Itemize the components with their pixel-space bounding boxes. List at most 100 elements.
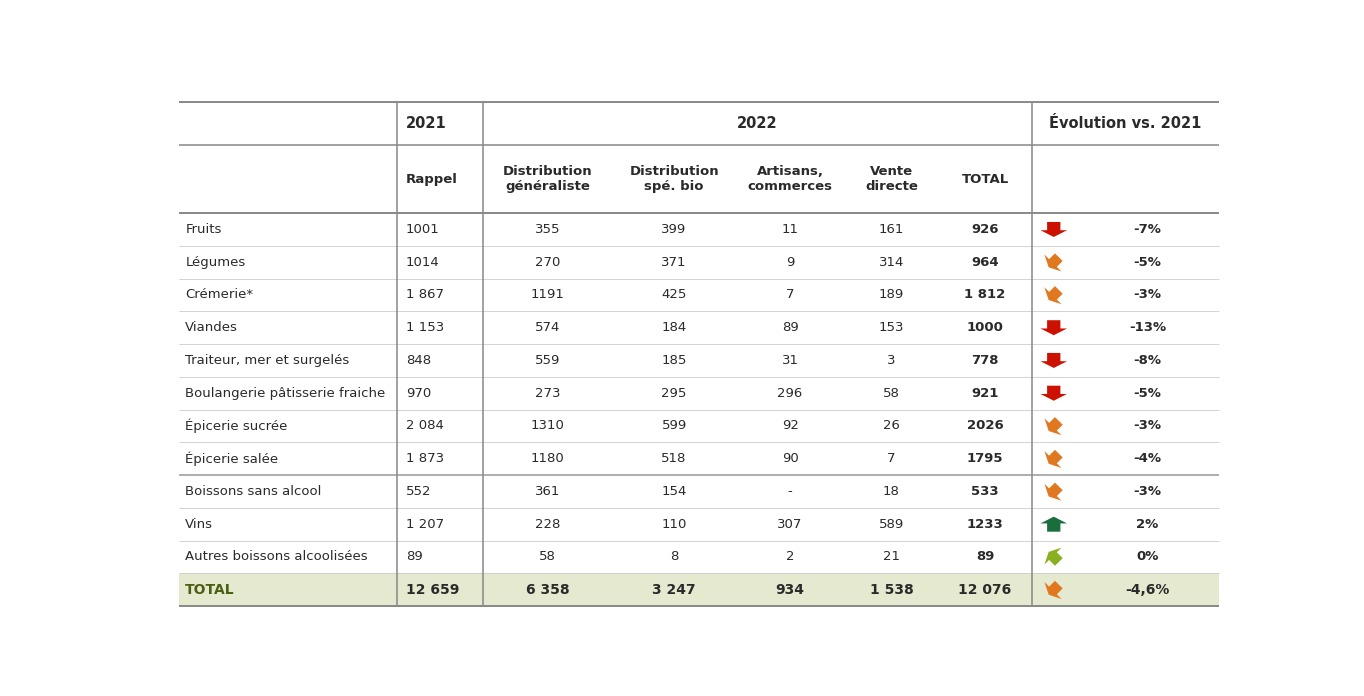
Polygon shape — [1045, 450, 1063, 468]
Polygon shape — [1045, 548, 1063, 566]
Text: -8%: -8% — [1133, 354, 1161, 367]
Text: 89: 89 — [406, 551, 423, 564]
Text: 425: 425 — [662, 288, 686, 301]
Polygon shape — [1041, 222, 1067, 237]
Text: TOTAL: TOTAL — [186, 583, 235, 596]
Text: 273: 273 — [535, 387, 561, 400]
Text: -4%: -4% — [1133, 452, 1161, 465]
Text: 533: 533 — [971, 485, 998, 498]
Text: 58: 58 — [539, 551, 557, 564]
Text: Vente
directe: Vente directe — [865, 165, 918, 193]
Text: 2%: 2% — [1136, 518, 1158, 530]
Text: 361: 361 — [535, 485, 561, 498]
Text: 2 084: 2 084 — [406, 420, 443, 432]
Text: 1191: 1191 — [531, 288, 565, 301]
Polygon shape — [1045, 253, 1063, 271]
Text: 295: 295 — [662, 387, 686, 400]
Text: 559: 559 — [535, 354, 561, 367]
Text: Épicerie sucrée: Épicerie sucrée — [186, 419, 288, 433]
Text: 8: 8 — [670, 551, 678, 564]
Text: 314: 314 — [878, 255, 904, 269]
Polygon shape — [1045, 417, 1063, 435]
Text: 970: 970 — [406, 387, 431, 400]
Text: 1233: 1233 — [967, 518, 1004, 530]
Text: 307: 307 — [777, 518, 803, 530]
Text: 7: 7 — [786, 288, 794, 301]
Text: Artisans,
commerces: Artisans, commerces — [747, 165, 832, 193]
Text: 371: 371 — [662, 255, 687, 269]
Polygon shape — [1045, 580, 1063, 599]
Polygon shape — [1041, 386, 1067, 401]
Text: 89: 89 — [975, 551, 994, 564]
Text: 552: 552 — [406, 485, 431, 498]
Text: 1001: 1001 — [406, 223, 439, 236]
Text: 926: 926 — [971, 223, 998, 236]
Text: -13%: -13% — [1129, 322, 1166, 334]
Text: Épicerie salée: Épicerie salée — [186, 452, 278, 466]
Text: 154: 154 — [662, 485, 686, 498]
Text: 355: 355 — [535, 223, 561, 236]
Text: Fruits: Fruits — [186, 223, 222, 236]
Text: 161: 161 — [878, 223, 904, 236]
Text: 848: 848 — [406, 354, 431, 367]
Text: 26: 26 — [883, 420, 900, 432]
Text: 934: 934 — [776, 583, 805, 596]
Text: Traiteur, mer et surgelés: Traiteur, mer et surgelés — [186, 354, 349, 367]
Text: 92: 92 — [782, 420, 798, 432]
Text: 1 538: 1 538 — [870, 583, 914, 596]
Text: 11: 11 — [782, 223, 798, 236]
Text: 964: 964 — [971, 255, 998, 269]
Text: TOTAL: TOTAL — [962, 173, 1009, 186]
Text: -3%: -3% — [1133, 288, 1161, 301]
Text: Crémerie*: Crémerie* — [186, 288, 254, 301]
Text: -7%: -7% — [1133, 223, 1161, 236]
Text: 1000: 1000 — [967, 322, 1004, 334]
Text: 1795: 1795 — [967, 452, 1004, 465]
Text: 599: 599 — [662, 420, 686, 432]
Text: 58: 58 — [883, 387, 900, 400]
Text: 184: 184 — [662, 322, 686, 334]
Text: Vins: Vins — [186, 518, 213, 530]
Text: 1310: 1310 — [531, 420, 565, 432]
Text: 21: 21 — [883, 551, 900, 564]
Text: 12 659: 12 659 — [406, 583, 460, 596]
Text: 9: 9 — [786, 255, 794, 269]
Text: 3 247: 3 247 — [652, 583, 696, 596]
Text: 18: 18 — [883, 485, 900, 498]
Text: 921: 921 — [971, 387, 998, 400]
Text: 1 207: 1 207 — [406, 518, 443, 530]
Text: 2026: 2026 — [967, 420, 1004, 432]
Text: 12 076: 12 076 — [959, 583, 1012, 596]
Text: 90: 90 — [782, 452, 798, 465]
Text: Légumes: Légumes — [186, 255, 246, 269]
Text: 0%: 0% — [1136, 551, 1158, 564]
Text: Boulangerie pâtisserie fraiche: Boulangerie pâtisserie fraiche — [186, 387, 386, 400]
Text: 518: 518 — [662, 452, 686, 465]
Text: 1 153: 1 153 — [406, 322, 445, 334]
Text: 89: 89 — [782, 322, 798, 334]
Text: 1180: 1180 — [531, 452, 565, 465]
Text: 574: 574 — [535, 322, 561, 334]
Polygon shape — [1041, 516, 1067, 532]
Text: 778: 778 — [971, 354, 998, 367]
Text: Distribution
spé. bio: Distribution spé. bio — [629, 165, 719, 193]
Text: 2: 2 — [786, 551, 794, 564]
Polygon shape — [1045, 482, 1063, 500]
Text: 110: 110 — [662, 518, 686, 530]
Text: 153: 153 — [878, 322, 904, 334]
Text: 399: 399 — [662, 223, 686, 236]
Polygon shape — [1045, 286, 1063, 304]
Text: 6 358: 6 358 — [527, 583, 570, 596]
Text: 228: 228 — [535, 518, 561, 530]
Text: 1 867: 1 867 — [406, 288, 443, 301]
Text: Évolution vs. 2021: Évolution vs. 2021 — [1049, 116, 1202, 131]
Bar — [179, 574, 1219, 606]
Text: -: - — [787, 485, 792, 498]
Text: 296: 296 — [777, 387, 802, 400]
Text: -4,6%: -4,6% — [1125, 583, 1169, 596]
Text: 2021: 2021 — [406, 116, 446, 131]
Text: -3%: -3% — [1133, 420, 1161, 432]
Text: -5%: -5% — [1133, 387, 1161, 400]
Text: 2022: 2022 — [737, 116, 777, 131]
Text: 1014: 1014 — [406, 255, 439, 269]
